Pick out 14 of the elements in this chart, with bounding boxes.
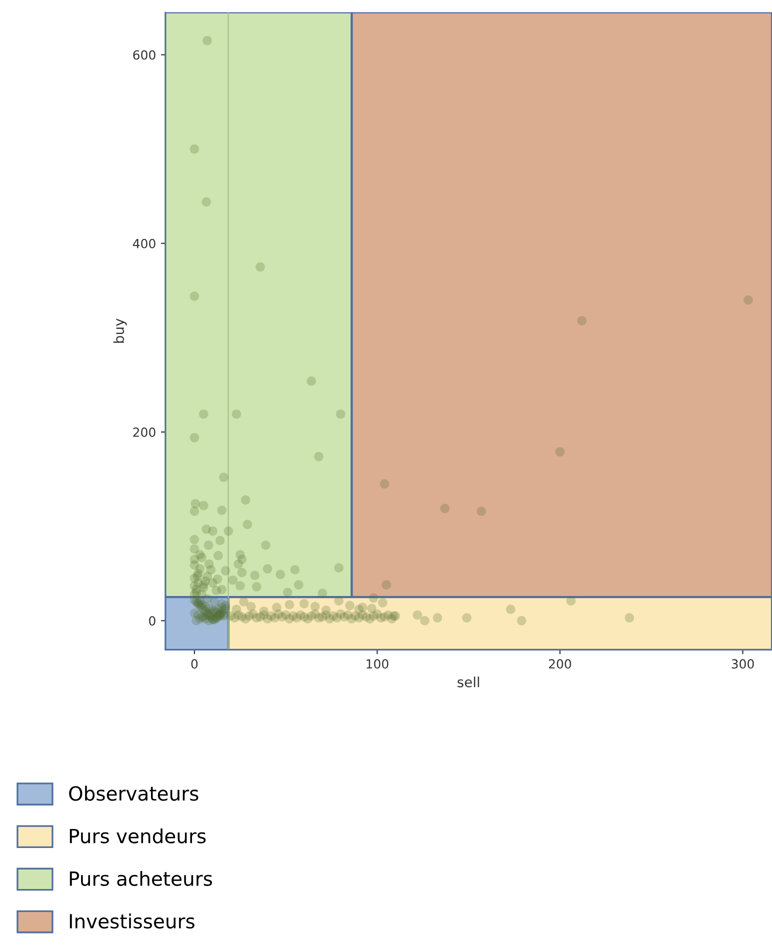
x-tick-label: 200 — [548, 659, 572, 669]
x-tick-label: 100 — [366, 659, 388, 669]
y-tick-label: 400 — [132, 238, 156, 248]
y-tick-label: 200 — [133, 427, 156, 437]
x-tick-label: 300 — [732, 659, 754, 669]
legend-label: Observateurs — [69, 786, 198, 801]
x-tick-label: 0 — [191, 659, 198, 669]
x-axis-title: sell — [458, 676, 480, 688]
y-axis-title: buy — [113, 318, 127, 343]
y-tick-label: 600 — [133, 50, 156, 60]
legend-label: Investisseurs — [70, 914, 194, 929]
y-tick-label: 0 — [149, 616, 156, 626]
legend-label: Purs acheteurs — [70, 870, 212, 886]
legend-label: Purs vendeurs — [70, 828, 206, 844]
